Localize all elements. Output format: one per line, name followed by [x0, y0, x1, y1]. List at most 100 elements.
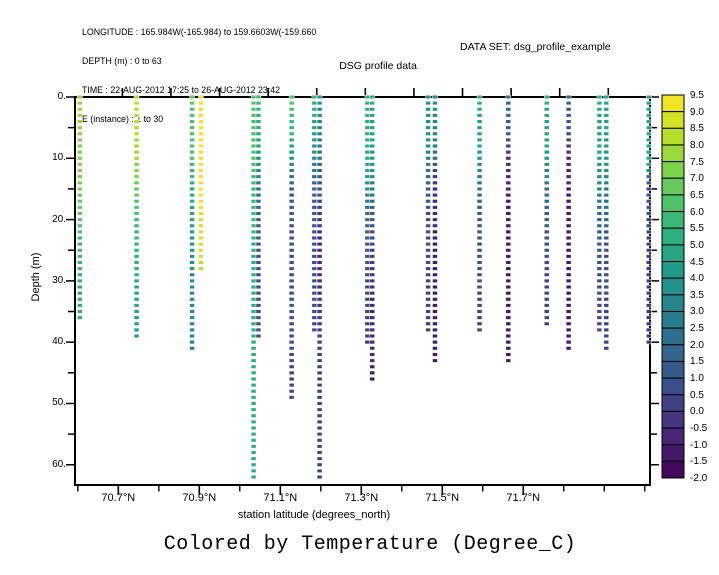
profile-marker — [133, 223, 140, 228]
profile-marker — [432, 327, 438, 333]
profile-marker — [133, 284, 140, 290]
profile-marker — [189, 303, 195, 308]
profile-marker — [425, 211, 431, 216]
profile-marker — [250, 468, 257, 474]
profile-marker — [432, 260, 438, 265]
colorbar-bin — [661, 410, 685, 429]
profile-marker — [250, 94, 257, 100]
profile-marker — [77, 150, 83, 155]
profile-marker — [476, 150, 483, 155]
profile-marker — [425, 327, 431, 333]
profile-marker — [316, 340, 323, 345]
profile-marker — [543, 94, 550, 100]
profile-marker — [316, 419, 323, 424]
profile-marker — [255, 156, 262, 161]
colorbar-tick-label: 3.0 — [690, 306, 704, 318]
profile-marker — [645, 235, 652, 241]
profile-marker — [250, 192, 257, 198]
profile-marker — [432, 333, 438, 339]
profile-marker — [364, 327, 371, 333]
profile-marker — [476, 180, 483, 185]
profile-marker — [311, 303, 318, 308]
profile-marker — [316, 309, 323, 314]
profile-marker — [316, 376, 323, 382]
profile-marker — [250, 235, 257, 241]
profile-marker — [364, 272, 371, 277]
profile-marker — [425, 131, 431, 136]
profile-marker — [543, 113, 550, 118]
profile-marker — [316, 266, 323, 271]
profile-marker — [255, 266, 262, 271]
profile-marker — [77, 199, 83, 204]
profile-marker — [133, 113, 140, 118]
profile-marker — [596, 107, 603, 112]
profile-marker — [596, 143, 603, 149]
profile-marker — [603, 297, 610, 302]
profile-marker — [133, 150, 140, 155]
profile-marker — [189, 333, 195, 339]
profile-marker — [364, 137, 371, 143]
profile-marker — [288, 150, 295, 155]
profile-marker — [316, 199, 323, 204]
profile-marker — [316, 315, 323, 320]
profile-marker — [198, 101, 204, 106]
profile-marker — [189, 205, 195, 210]
profile-marker — [316, 358, 323, 363]
profile-marker — [603, 315, 610, 320]
profile-marker — [255, 291, 262, 296]
profile-marker — [476, 192, 483, 198]
profile-marker — [316, 389, 323, 394]
profile-marker — [316, 162, 323, 167]
profile-marker — [425, 137, 431, 143]
profile-marker — [369, 278, 376, 283]
profile-marker — [133, 321, 140, 326]
profile-marker — [645, 333, 652, 339]
profile-marker — [596, 321, 603, 326]
profile-marker — [603, 248, 610, 253]
profile-marker — [645, 180, 652, 185]
profile-marker — [250, 456, 257, 461]
context-header: LONGITUDE : 165.984W(-165.984) to 159.66… — [82, 9, 316, 143]
profile-marker — [250, 419, 257, 424]
x-tick-label: 70.9°N — [182, 492, 217, 504]
profile-marker — [603, 131, 610, 136]
profile-marker — [596, 131, 603, 136]
profile-marker — [432, 131, 438, 136]
profile-marker — [255, 303, 262, 308]
profile-marker — [77, 107, 83, 112]
profile-marker — [288, 101, 295, 106]
profile-marker — [189, 180, 195, 185]
profile-marker — [425, 205, 431, 210]
profile-marker — [311, 186, 318, 192]
profile-marker — [77, 297, 83, 302]
profile-marker — [77, 211, 83, 216]
colorbar-tick-label: 8.5 — [690, 123, 704, 135]
profile-marker — [432, 180, 438, 185]
profile-marker — [364, 150, 371, 155]
profile-marker — [543, 266, 550, 271]
profile-marker — [596, 223, 603, 228]
profile-marker — [432, 113, 438, 118]
profile-marker — [77, 119, 83, 124]
profile-marker — [189, 168, 195, 173]
profile-marker — [198, 211, 204, 216]
profile-marker — [505, 260, 512, 265]
profile-marker — [133, 162, 140, 167]
profile-marker — [255, 168, 262, 173]
profile-marker — [133, 278, 140, 283]
profile-marker — [250, 278, 257, 283]
profile-marker — [364, 235, 371, 241]
profile-marker — [369, 297, 376, 302]
profile-marker — [316, 217, 323, 222]
profile-marker — [505, 248, 512, 253]
profile-marker — [189, 137, 195, 143]
profile-marker — [603, 174, 610, 179]
profile-marker — [476, 156, 483, 161]
profile-marker — [288, 242, 295, 247]
profile-marker — [505, 333, 512, 339]
profile-marker — [255, 125, 262, 130]
profile-marker — [198, 254, 204, 259]
profile-marker — [364, 101, 371, 106]
profile-marker — [250, 438, 257, 443]
profile-marker — [255, 150, 262, 155]
